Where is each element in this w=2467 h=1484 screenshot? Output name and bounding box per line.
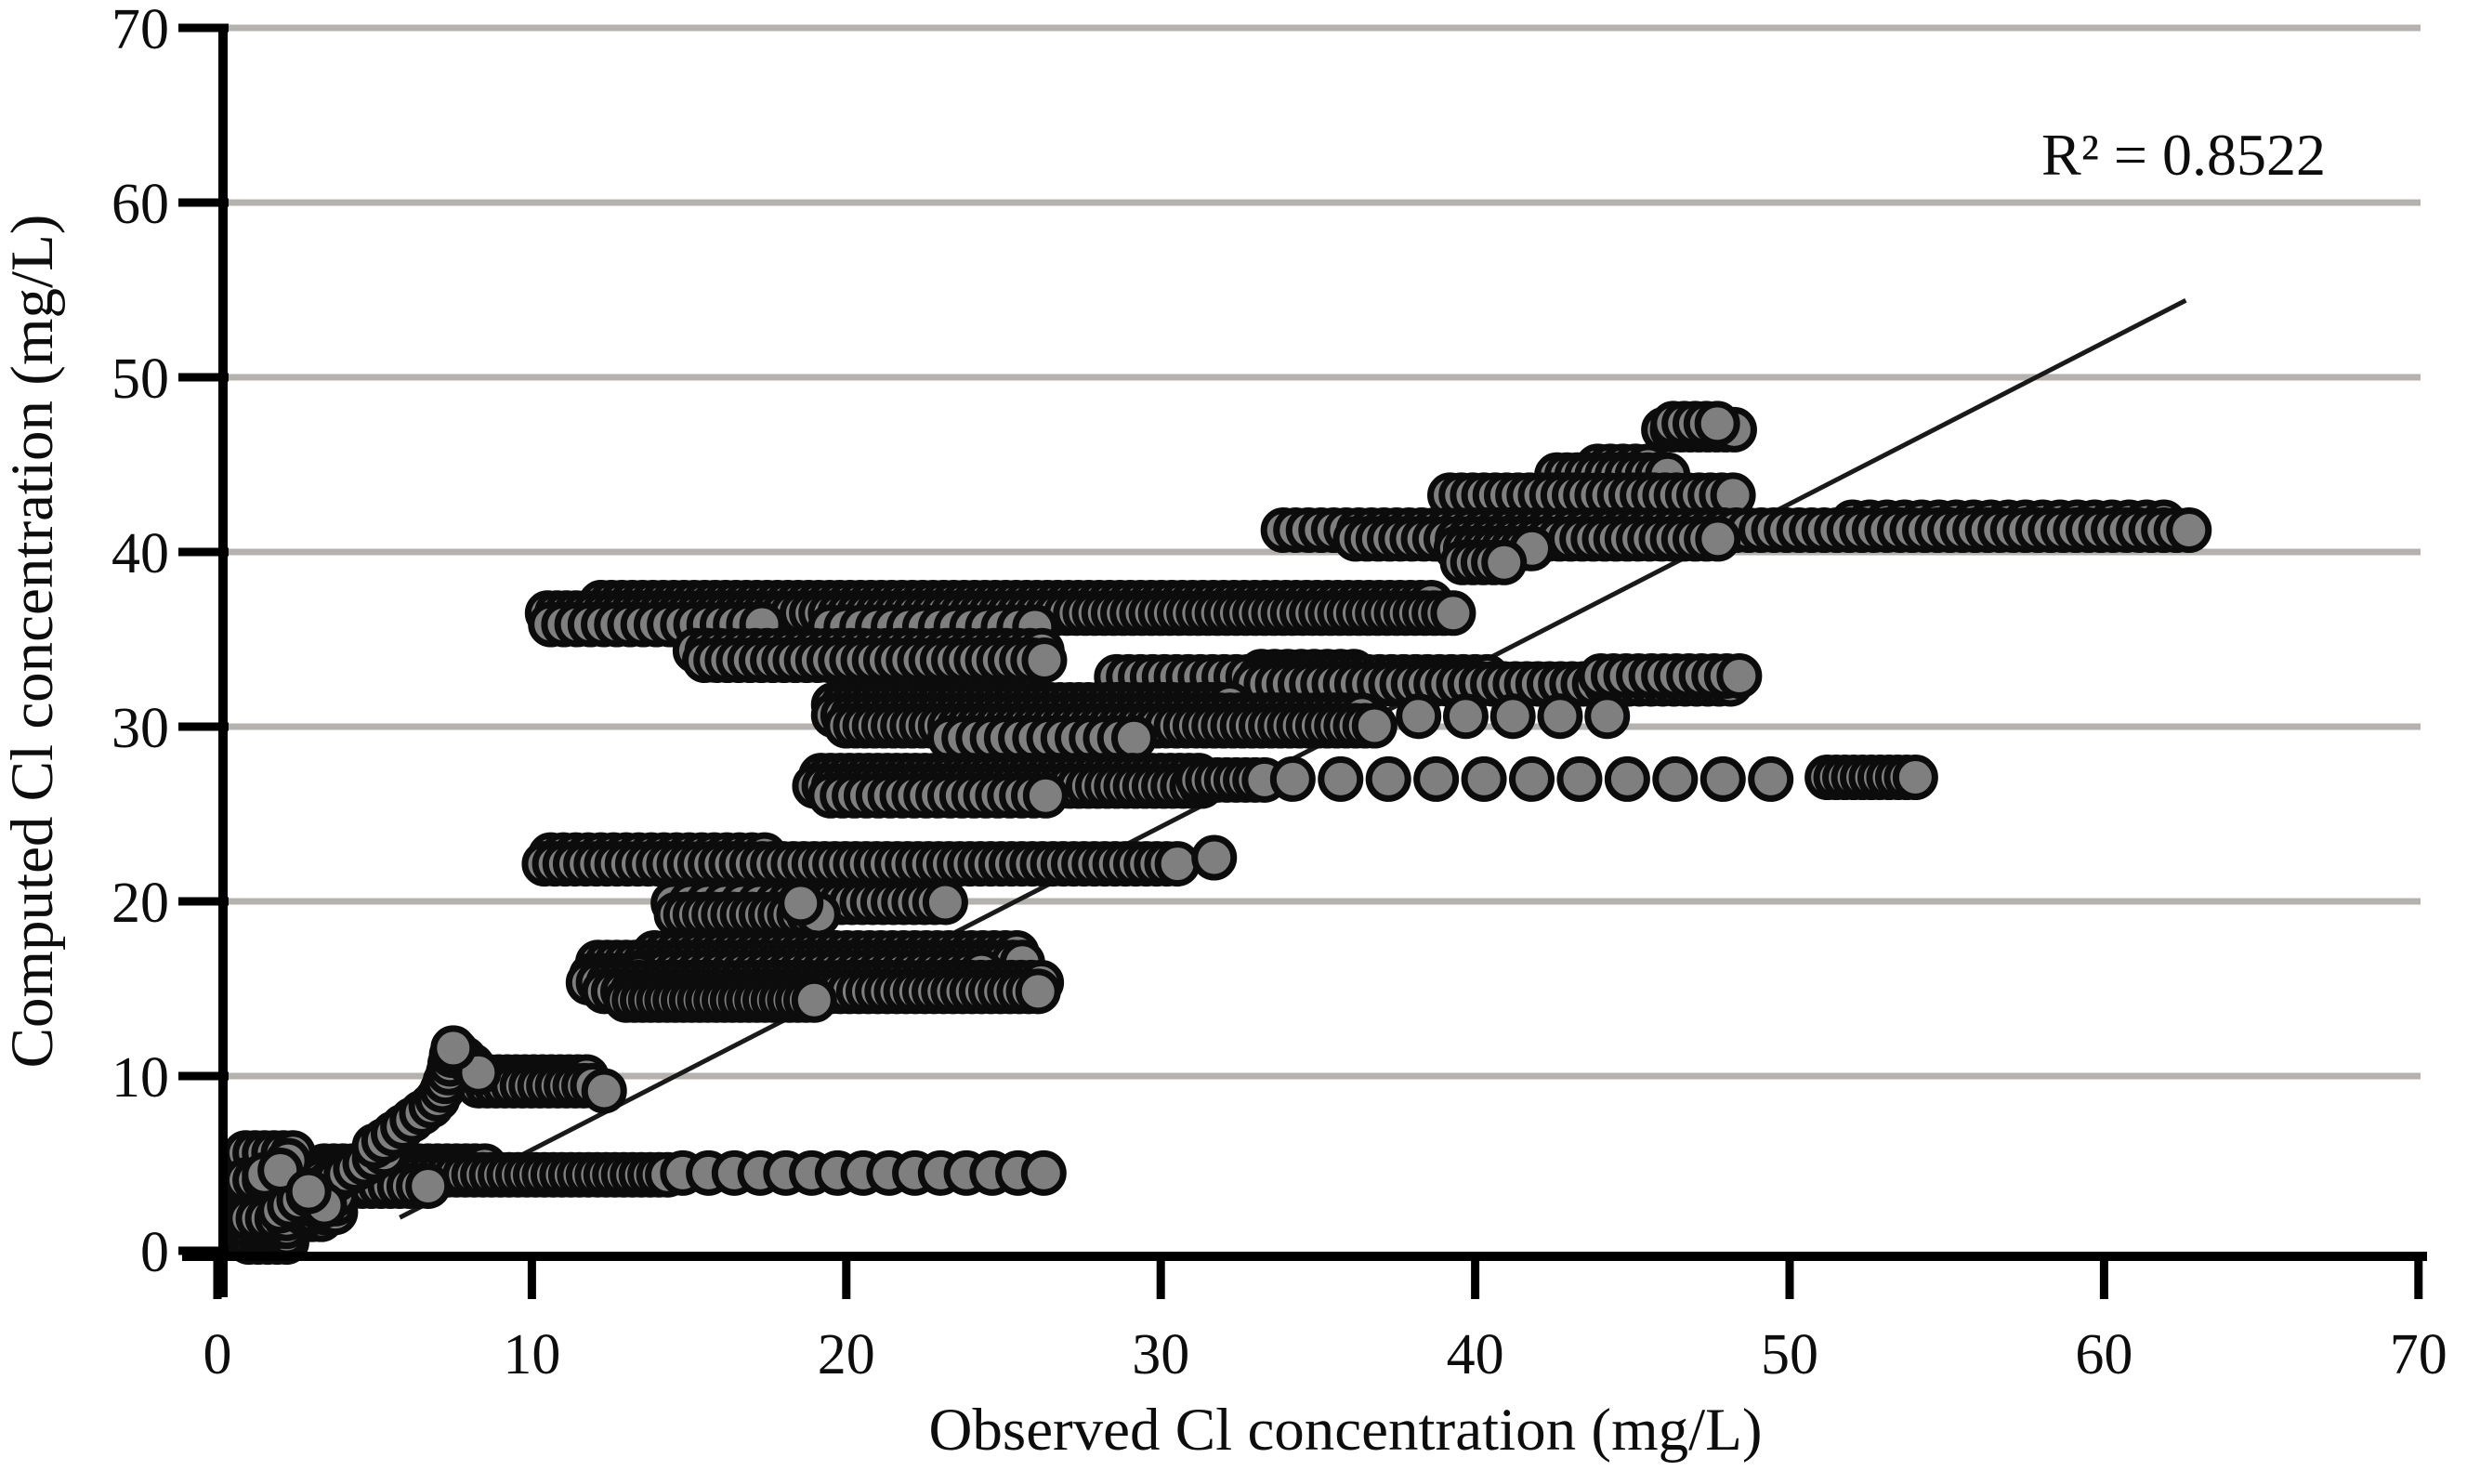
x-tick-label: 0 [203, 1323, 232, 1386]
x-tick-label: 60 [2075, 1323, 2132, 1386]
r-squared-annotation: R² = 0.8522 [2041, 122, 2326, 188]
y-tick-label: 20 [112, 872, 169, 935]
x-tick-label: 30 [1132, 1323, 1189, 1386]
y-tick-label: 60 [112, 173, 169, 236]
y-tick-label: 30 [112, 697, 169, 760]
x-axis-title: Observed Cl concentration (mg/L) [928, 1397, 1762, 1464]
y-tick-label: 10 [112, 1046, 169, 1110]
y-tick-label: 0 [140, 1221, 169, 1284]
x-tick-label: 40 [1447, 1323, 1504, 1386]
y-tick-label: 40 [112, 522, 169, 585]
x-tick-label: 70 [2390, 1323, 2447, 1386]
y-tick-label: 50 [112, 348, 169, 411]
axes [178, 23, 2427, 1299]
x-tick-label: 10 [503, 1323, 560, 1386]
tick-labels: 0 10 20 30 40 50 60 70 0 10 20 30 40 50 60 70 [112, 0, 2447, 1386]
y-tick-label: 70 [112, 0, 169, 61]
y-axis-title: Computed Cl concentration (mg/L) [0, 215, 66, 1069]
data-points [222, 401, 2212, 1266]
x-tick-label: 20 [818, 1323, 875, 1386]
x-tick-label: 50 [1761, 1323, 1818, 1386]
